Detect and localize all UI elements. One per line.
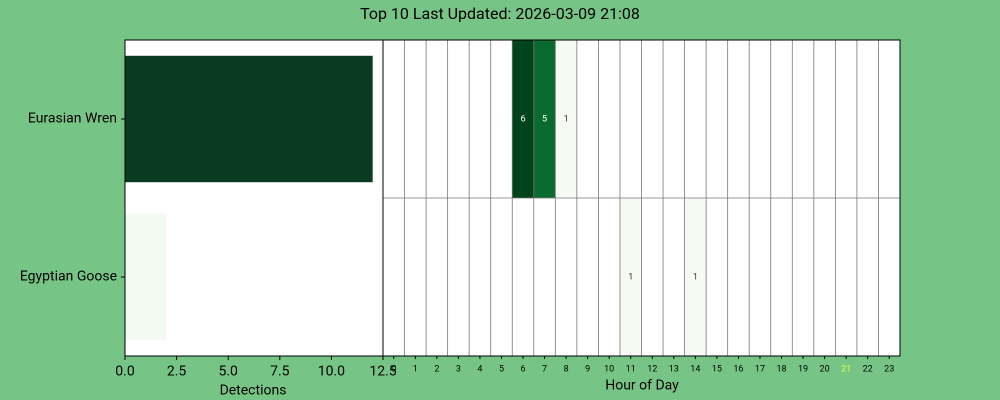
- x-tick-label: 11: [626, 364, 636, 374]
- x-tick-label: 12.5: [369, 364, 396, 380]
- heatmap-cell: [684, 198, 707, 356]
- x-axis-label: Detections: [220, 383, 287, 399]
- x-tick-label: 22: [863, 364, 873, 374]
- axes-frame: [382, 39, 901, 357]
- x-tick-label: 16: [733, 364, 743, 374]
- bar: [125, 213, 167, 341]
- x-tick-label: 1: [413, 364, 418, 374]
- x-tick-label: 3: [456, 364, 461, 374]
- heatmap-cell: [555, 40, 577, 198]
- x-tick-label: 15: [712, 364, 722, 374]
- x-tick-label: 21: [841, 364, 851, 374]
- cell-label: 1: [693, 272, 698, 282]
- x-tick-label: 2.5: [167, 364, 187, 380]
- x-tick-label: 4: [477, 364, 482, 374]
- x-tick-label: 6: [520, 364, 525, 374]
- heatmap-cell: [533, 40, 556, 198]
- x-tick-label: 7.5: [270, 364, 290, 380]
- x-tick-label: 18: [776, 364, 786, 374]
- x-tick-label: 14: [690, 364, 700, 374]
- x-tick-label: 2: [434, 364, 439, 374]
- cell-label: 1: [564, 114, 569, 124]
- heatmap-cell: [619, 198, 642, 356]
- bar: [125, 55, 373, 183]
- cell-label: 6: [520, 114, 525, 124]
- chart-title: Top 10 Last Updated: 2026-03-09 21:08: [360, 4, 640, 23]
- x-tick-label: 13: [669, 364, 679, 374]
- x-axis-label: Hour of Day: [605, 378, 679, 394]
- cell-label: 5: [542, 114, 547, 124]
- x-tick-label: 0: [391, 364, 396, 374]
- x-tick-label: 9: [585, 364, 590, 374]
- x-tick-label: 12: [647, 364, 657, 374]
- x-tick-label: 20: [820, 364, 830, 374]
- x-tick-label: 10.0: [318, 364, 345, 380]
- x-tick-label: 17: [755, 364, 765, 374]
- x-tick-label: 8: [564, 364, 569, 374]
- x-tick-label: 23: [884, 364, 894, 374]
- x-tick-label: 5: [499, 364, 504, 374]
- cell-label: 1: [628, 272, 633, 282]
- x-tick-label: 10: [604, 364, 614, 374]
- x-tick-label: 7: [542, 364, 547, 374]
- x-tick-label: 5.0: [218, 364, 238, 380]
- y-tick-label: Eurasian Wren: [28, 111, 117, 127]
- y-tick-label: Egyptian Goose: [20, 269, 117, 285]
- x-tick-label: 19: [798, 364, 808, 374]
- heatmap-cell: [512, 40, 534, 198]
- x-tick-label: 0.0: [115, 364, 135, 380]
